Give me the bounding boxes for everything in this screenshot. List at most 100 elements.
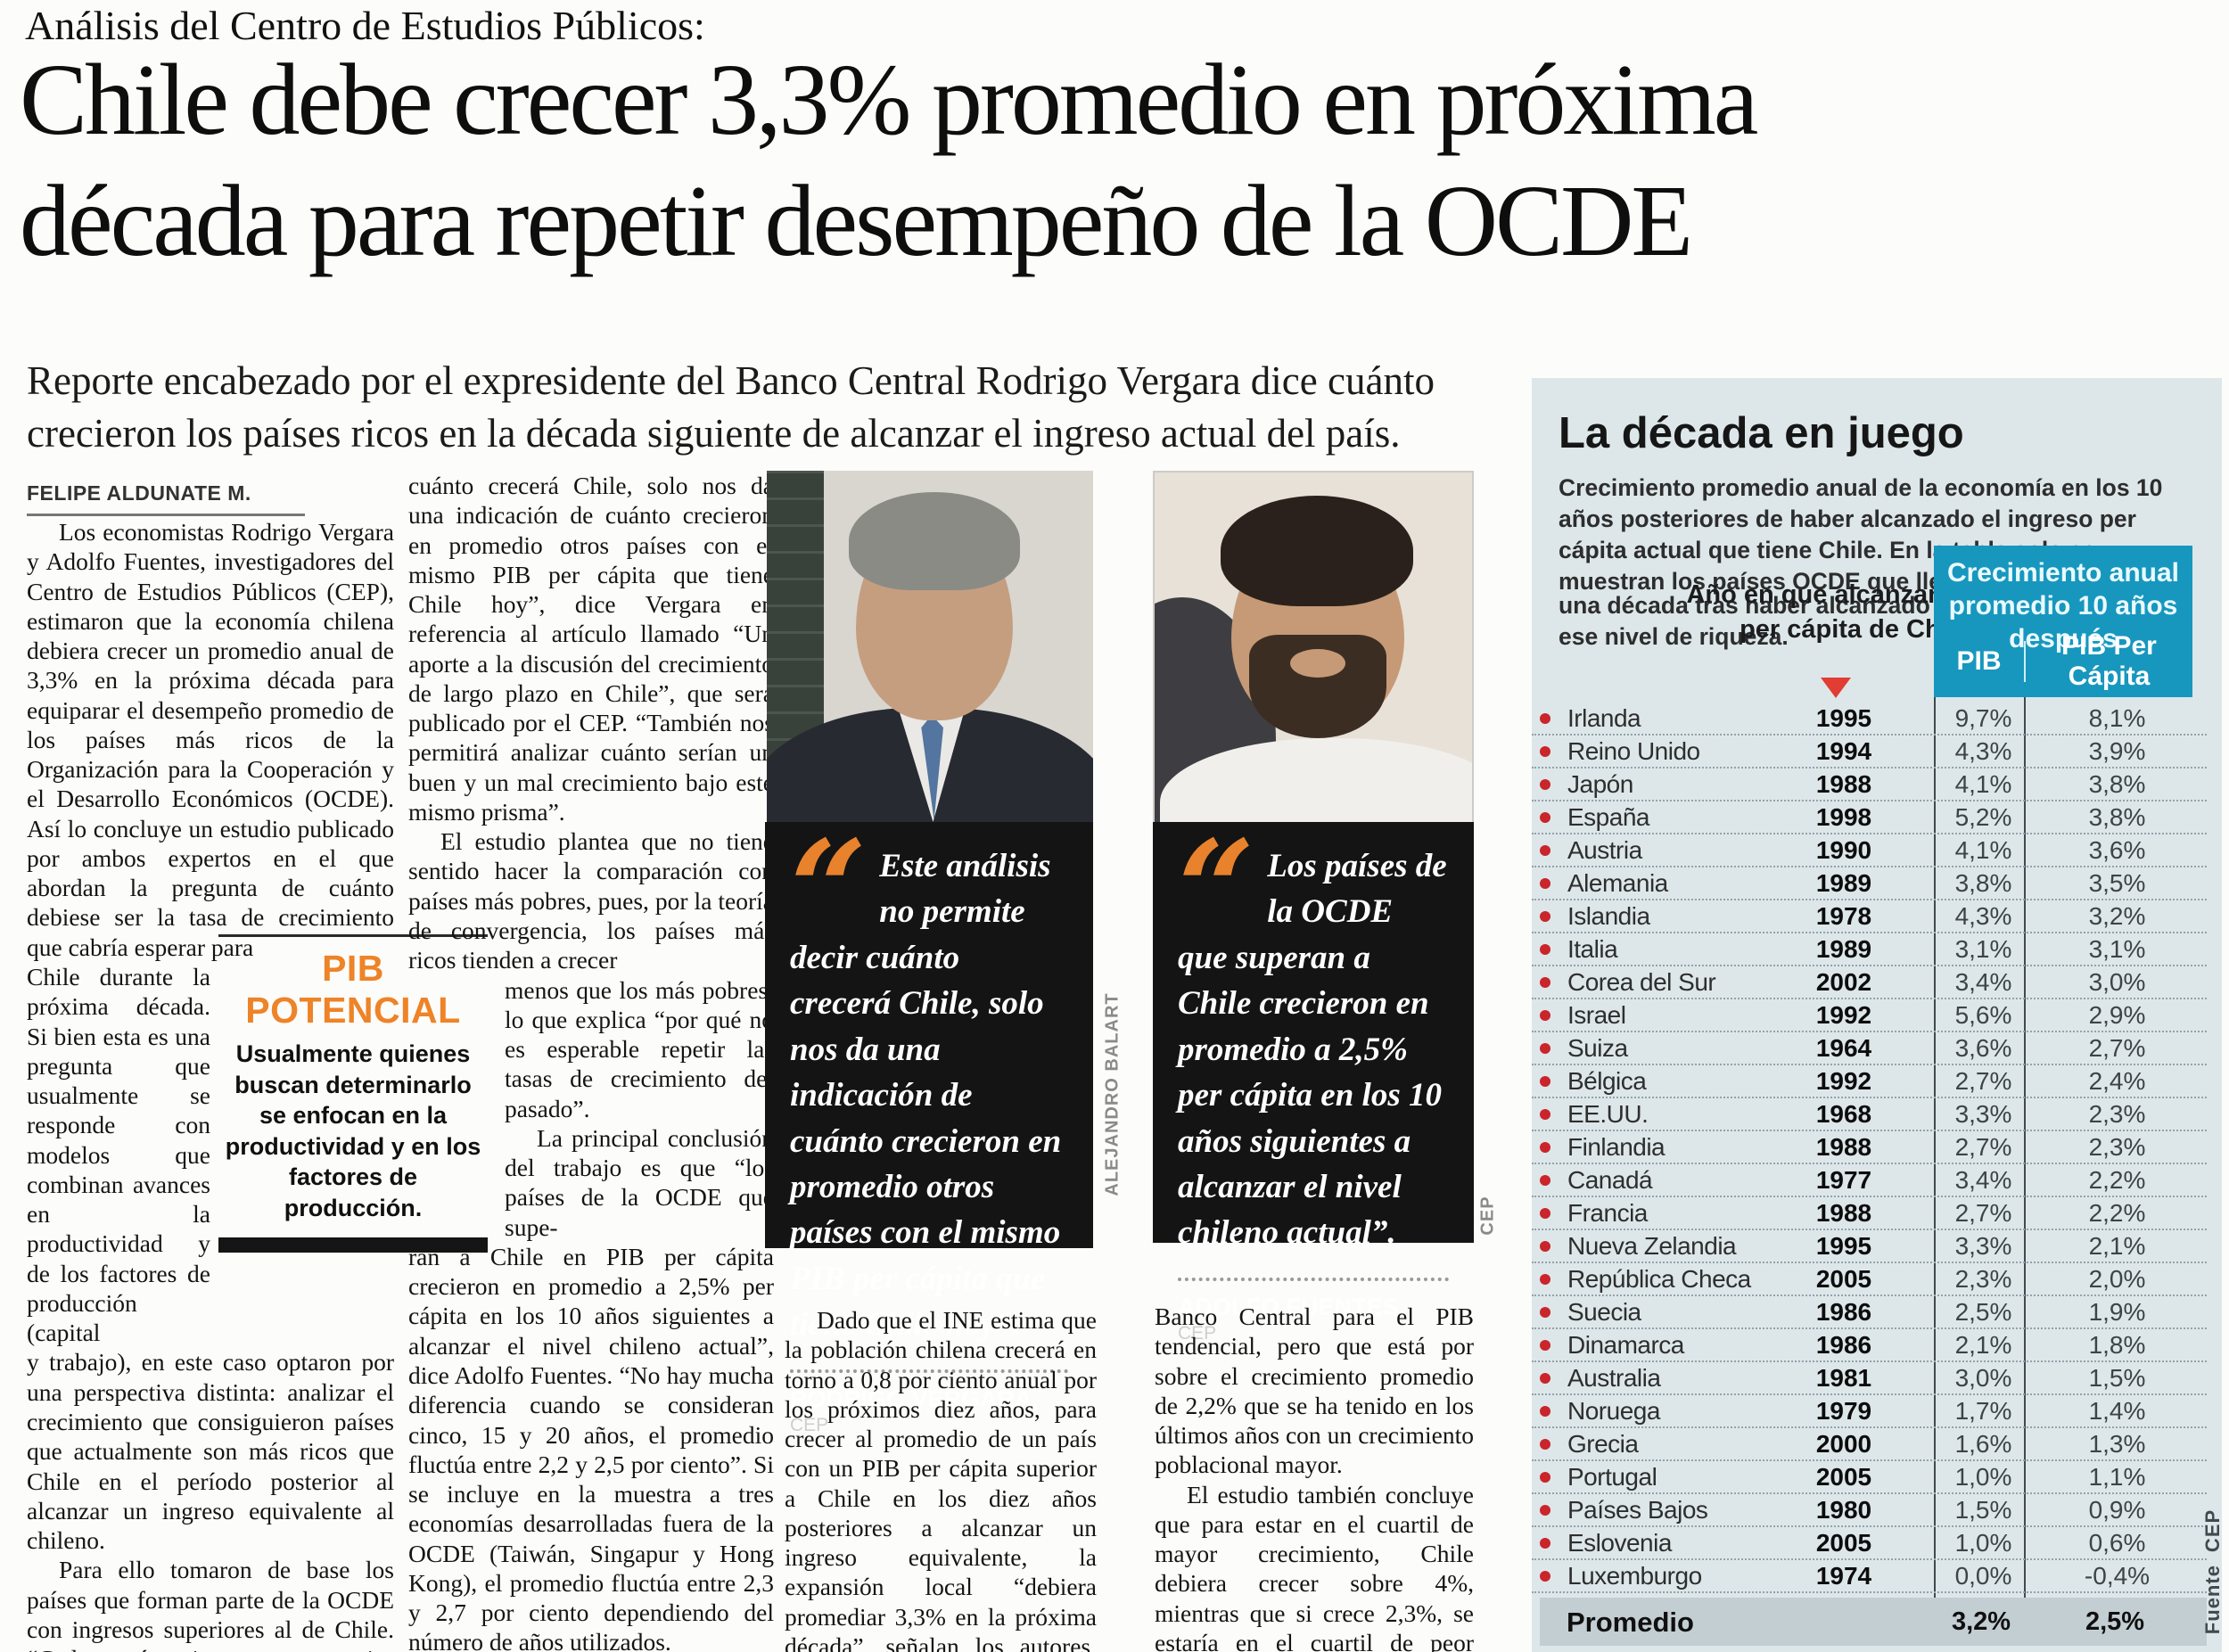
infographic-description-cont: una década tras haber alcanzado ese nive… — [1559, 592, 1930, 650]
photo-rodrigo-vergara — [767, 471, 1093, 822]
bullet-icon — [1540, 877, 1550, 889]
country-cell: Suiza — [1567, 1033, 1628, 1062]
pib-cell: 3,1% — [1954, 934, 2012, 963]
table-row: EE.UU. 1968 3,3% 2,3% — [1532, 1098, 2207, 1131]
pull-quote-vergara: “ Este análisis no permite decir cuánto … — [765, 822, 1093, 1435]
table-row: España 1998 5,2% 3,8% — [1532, 801, 2207, 834]
quote-attribution-name: RODRIGO VERGARA, — [790, 1385, 1040, 1412]
pib-cell: 5,2% — [1954, 802, 2012, 831]
marker-triangle-icon — [1821, 678, 1851, 698]
quote-body: Los países de la OCDE que superan a Chil… — [1178, 848, 1447, 1252]
summary-pib-value: 3,2% — [1951, 1607, 2011, 1636]
pib-per-capita-cell: 2,0% — [2088, 1264, 2146, 1293]
subhead: Reporte encabezado por el expresidente d… — [27, 358, 1435, 456]
pib-cell: 3,4% — [1954, 967, 2012, 996]
country-cell: Corea del Sur — [1567, 967, 1716, 996]
article-column-3: Dado que el INE estima que la población … — [785, 1305, 1097, 1652]
table-row: Italia 1989 3,1% 3,1% — [1532, 933, 2207, 966]
quote-attribution-org: CEP — [790, 1414, 829, 1435]
bullet-icon — [1540, 1438, 1550, 1450]
quote-icon: “ — [1178, 811, 1255, 968]
pib-cell: 3,6% — [1954, 1033, 2012, 1062]
year-cell: 1974 — [1815, 1561, 1872, 1590]
bottom-bar-divider — [218, 1237, 488, 1253]
year-cell: 1979 — [1815, 1396, 1872, 1425]
table-row: Irlanda 1995 9,7% 8,1% — [1532, 703, 2207, 736]
table-row: Dinamarca 1986 2,1% 1,8% — [1532, 1329, 2207, 1362]
quote-text: “ Este análisis no permite decir cuánto … — [790, 823, 1068, 1348]
pib-per-capita-cell: 2,3% — [2088, 1099, 2146, 1128]
bullet-icon — [1540, 1075, 1550, 1087]
year-cell: 2005 — [1815, 1462, 1872, 1491]
bullet-icon — [1540, 712, 1550, 724]
country-cell: Suecia — [1567, 1297, 1641, 1326]
column-header-growth: Crecimiento anual promedio 10 años despu… — [1934, 546, 2192, 697]
summary-label: Promedio — [1567, 1607, 1694, 1638]
source-label: Fuente — [2201, 1565, 2224, 1635]
paragraph: Para ello tomaron de base los países que… — [27, 1556, 394, 1652]
bullet-icon — [1540, 1537, 1550, 1549]
headline-line-1: Chile debe crecer 3,3% promedio en próxi… — [20, 43, 1758, 156]
table-row: Francia 1988 2,7% 2,2% — [1532, 1197, 2207, 1230]
table-row: Austria 1990 4,1% 3,6% — [1532, 834, 2207, 867]
growth-header-label: Crecimiento anual promedio 10 años despu… — [1946, 558, 2180, 654]
pib-per-capita-cell: 8,1% — [2088, 703, 2146, 732]
pib-cell: 4,3% — [1954, 736, 2012, 765]
country-cell: Países Bajos — [1567, 1495, 1708, 1524]
mouth-shape — [1290, 649, 1345, 678]
article-column-4: Banco Central para el PIB tendencial, pe… — [1155, 1302, 1474, 1652]
photo-adolfo-fuentes — [1153, 471, 1474, 824]
bullet-icon — [1540, 1339, 1550, 1351]
table-rows: Irlanda 1995 9,7% 8,1% Reino Unido 1994 … — [1532, 703, 2207, 1593]
country-cell: Islandia — [1567, 901, 1650, 930]
year-cell: 1992 — [1815, 1066, 1872, 1095]
pib-cell: 1,5% — [1954, 1495, 2012, 1524]
bullet-icon — [1540, 1471, 1550, 1483]
bullet-icon — [1540, 943, 1550, 955]
pib-cell: 5,6% — [1954, 1000, 2012, 1029]
kicker: Análisis del Centro de Estudios Públicos… — [25, 3, 705, 48]
pib-per-capita-cell: 1,1% — [2088, 1462, 2146, 1491]
table-row: Suiza 1964 3,6% 2,7% — [1532, 1032, 2207, 1065]
pib-cell: 2,7% — [1954, 1198, 2012, 1227]
bullet-icon — [1540, 1042, 1550, 1054]
bullet-icon — [1540, 1174, 1550, 1186]
year-cell: 1986 — [1815, 1297, 1872, 1326]
table-row: Israel 1992 5,6% 2,9% — [1532, 999, 2207, 1032]
table-row: Japón 1988 4,1% 3,8% — [1532, 768, 2207, 801]
sub-column-labels: PIB PIB Per Cápita — [1934, 631, 2192, 692]
year-cell: 1978 — [1815, 901, 1872, 930]
dotted-divider — [790, 1368, 1068, 1373]
pib-cell: 2,3% — [1954, 1264, 2012, 1293]
bullet-icon — [1540, 778, 1550, 790]
pib-cell: 9,7% — [1954, 703, 2012, 732]
bullet-icon — [1540, 1405, 1550, 1417]
country-cell: Nueva Zelandia — [1567, 1231, 1737, 1260]
year-cell: 1998 — [1815, 802, 1872, 831]
pib-cell: 4,1% — [1954, 769, 2012, 798]
year-cell: 2005 — [1815, 1264, 1872, 1293]
paragraph: Dado que el INE estima que la población … — [785, 1306, 1097, 1652]
article-column-1: Los economistas Rodrigo Vergara y Adolfo… — [27, 517, 394, 1652]
table-row: Noruega 1979 1,7% 1,4% — [1532, 1395, 2207, 1428]
bullet-icon — [1540, 1306, 1550, 1318]
bullet-icon — [1540, 1570, 1550, 1582]
table-vertical-rule-1 — [1934, 697, 1936, 1646]
year-cell: 1995 — [1815, 1231, 1872, 1260]
table-row: Suecia 1986 2,5% 1,9% — [1532, 1296, 2207, 1329]
table-row: Finlandia 1988 2,7% 2,3% — [1532, 1131, 2207, 1164]
summary-pc-value: 2,5% — [2085, 1607, 2145, 1636]
quote-body: Este análisis no permite decir cuánto cr… — [790, 848, 1062, 1344]
headline-line-2: década para repetir desempeño de la OCDE — [20, 163, 1693, 277]
country-cell: España — [1567, 802, 1649, 831]
quote-text: “ Los países de la OCDE que superan a Ch… — [1178, 811, 1449, 1256]
year-cell: 2000 — [1815, 1429, 1872, 1458]
table-row: Eslovenia 2005 1,0% 0,6% — [1532, 1527, 2207, 1560]
country-cell: Alemania — [1567, 868, 1668, 897]
country-cell: Irlanda — [1567, 703, 1641, 732]
year-cell: 1994 — [1815, 736, 1872, 765]
country-cell: Italia — [1567, 934, 1618, 963]
year-cell: 2002 — [1815, 967, 1872, 996]
pib-cell: 1,0% — [1954, 1462, 2012, 1491]
year-cell: 2005 — [1815, 1528, 1872, 1557]
